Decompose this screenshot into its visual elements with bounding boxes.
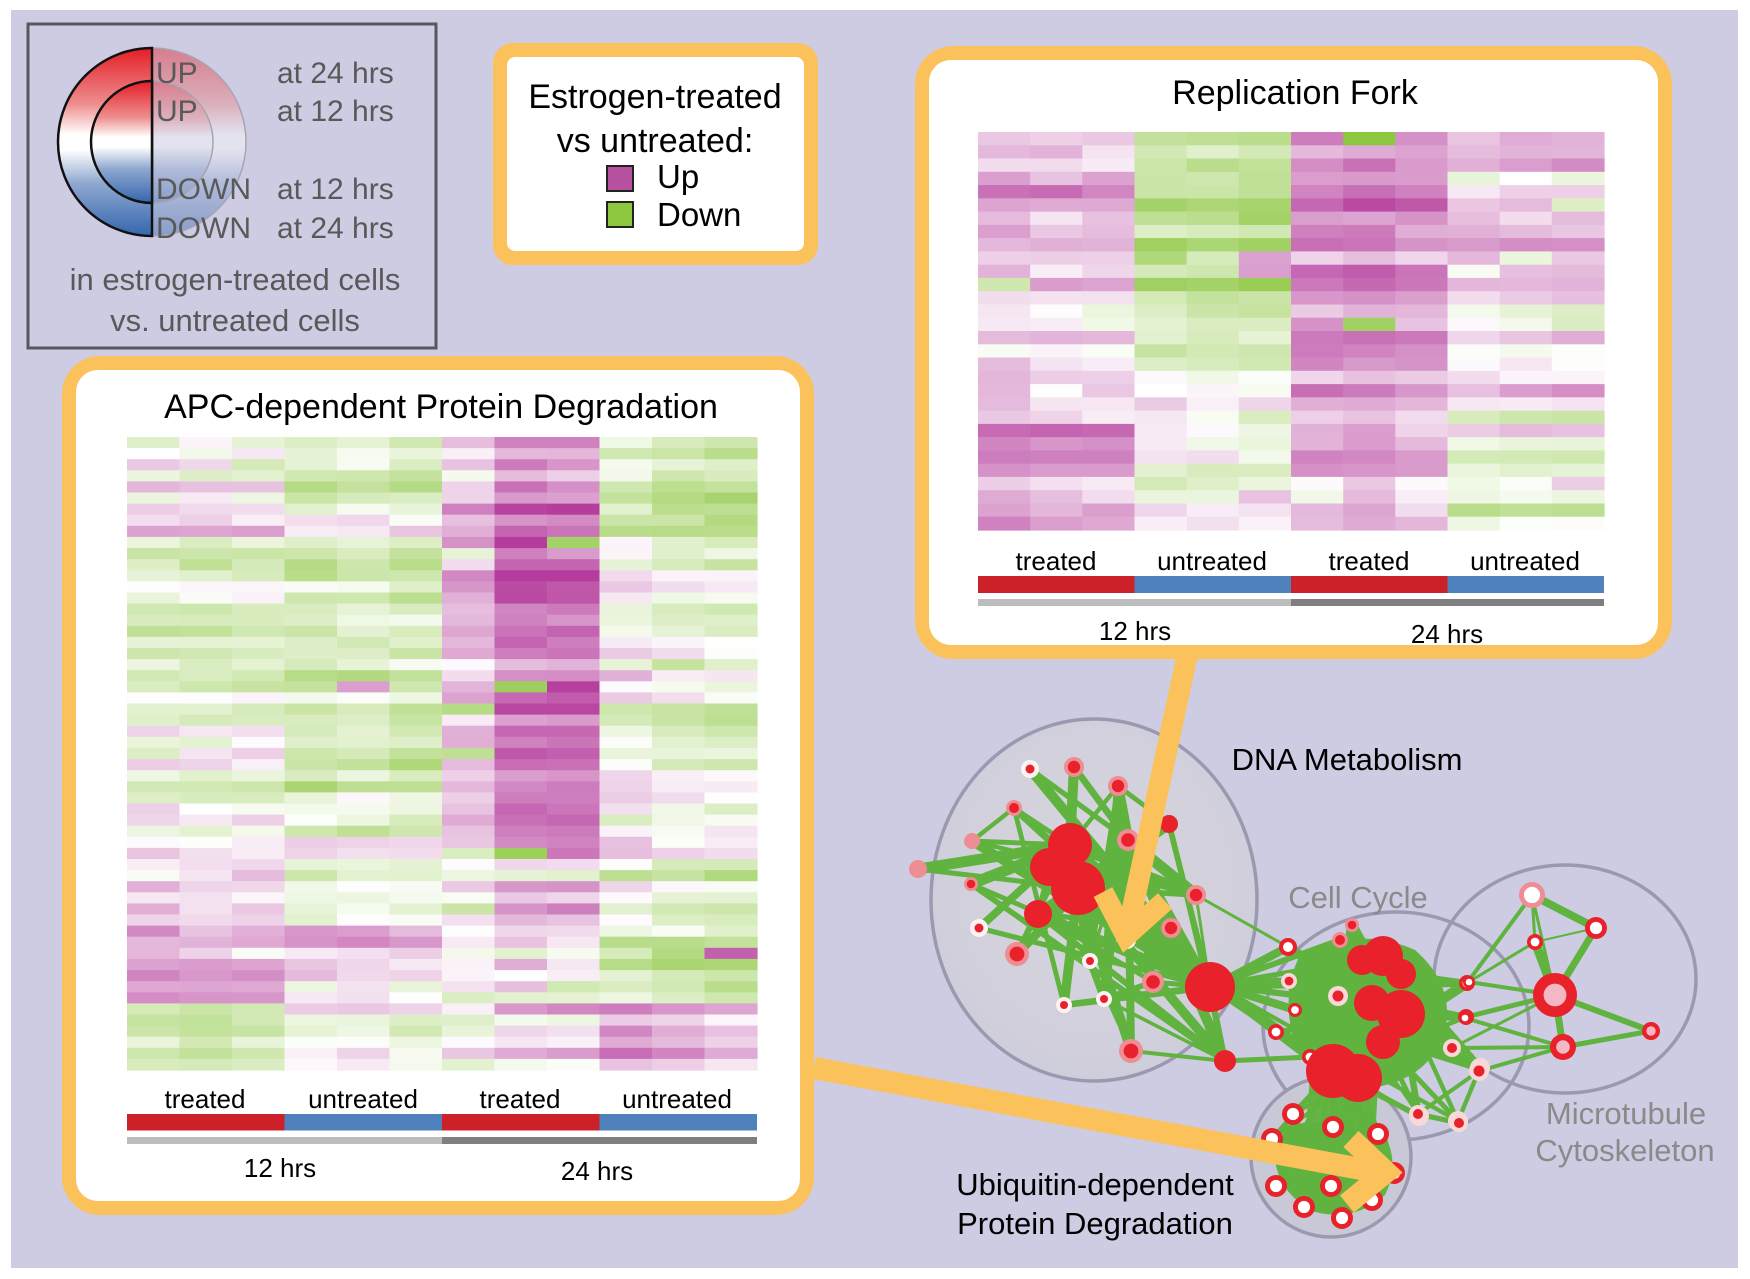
svg-text:DNA Metabolism: DNA Metabolism [1232,742,1463,777]
svg-text:at 12 hrs: at 12 hrs [277,95,394,128]
svg-text:UP: UP [156,57,198,90]
svg-text:untreated: untreated [1470,546,1580,576]
svg-text:untreated: untreated [622,1084,732,1114]
svg-text:treated: treated [1016,546,1097,576]
svg-text:Cell Cycle: Cell Cycle [1288,880,1428,915]
svg-text:APC-dependent Protein Degradat: APC-dependent Protein Degradation [164,388,718,426]
svg-text:Down: Down [657,196,741,233]
svg-text:vs. untreated cells: vs. untreated cells [110,303,360,338]
svg-text:treated: treated [480,1084,561,1114]
svg-text:Protein Degradation: Protein Degradation [957,1206,1233,1241]
svg-text:24 hrs: 24 hrs [1411,619,1483,649]
svg-text:Up: Up [657,158,699,195]
svg-text:Replication Fork: Replication Fork [1172,74,1419,112]
svg-text:Estrogen-treated: Estrogen-treated [528,78,781,116]
svg-text:untreated: untreated [1157,546,1267,576]
svg-text:vs untreated:: vs untreated: [557,122,754,160]
svg-text:Microtubule: Microtubule [1546,1096,1706,1131]
svg-text:12 hrs: 12 hrs [244,1153,316,1183]
svg-text:DOWN: DOWN [156,212,251,245]
svg-text:DOWN: DOWN [156,173,251,206]
svg-text:in estrogen-treated cells: in estrogen-treated cells [70,262,401,297]
svg-text:Cytoskeleton: Cytoskeleton [1535,1133,1714,1168]
svg-text:at 12 hrs: at 12 hrs [277,173,394,206]
svg-text:treated: treated [1329,546,1410,576]
svg-text:untreated: untreated [308,1084,418,1114]
svg-text:UP: UP [156,95,198,128]
svg-text:at 24 hrs: at 24 hrs [277,212,394,245]
svg-text:Ubiquitin-dependent: Ubiquitin-dependent [956,1167,1234,1202]
svg-text:treated: treated [165,1084,246,1114]
svg-text:12 hrs: 12 hrs [1099,616,1171,646]
svg-text:24 hrs: 24 hrs [561,1156,633,1186]
svg-text:at 24 hrs: at 24 hrs [277,57,394,90]
